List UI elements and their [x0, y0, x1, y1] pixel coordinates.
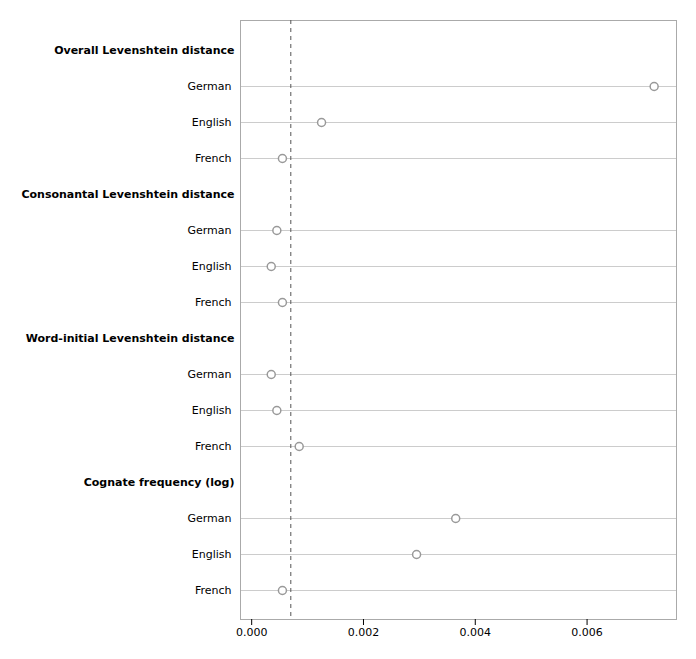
svg-text:Overall Levenshtein distance: Overall Levenshtein distance	[54, 44, 234, 57]
svg-text:German: German	[187, 224, 231, 237]
svg-text:Consonantal Levenshtein distan: Consonantal Levenshtein distance	[21, 188, 234, 201]
svg-text:English: English	[192, 548, 232, 561]
svg-text:0.002: 0.002	[348, 626, 380, 639]
svg-text:Word-initial Levenshtein dista: Word-initial Levenshtein distance	[26, 332, 235, 345]
svg-text:German: German	[187, 512, 231, 525]
svg-text:Cognate frequency (log): Cognate frequency (log)	[84, 476, 235, 489]
svg-text:English: English	[192, 404, 232, 417]
svg-text:French: French	[195, 584, 232, 597]
svg-text:English: English	[192, 260, 232, 273]
svg-text:French: French	[195, 296, 232, 309]
svg-text:0.004: 0.004	[460, 626, 492, 639]
svg-text:0.000: 0.000	[236, 626, 268, 639]
svg-text:English: English	[192, 116, 232, 129]
svg-text:0.006: 0.006	[571, 626, 603, 639]
svg-text:French: French	[195, 440, 232, 453]
svg-text:French: French	[195, 152, 232, 165]
svg-text:German: German	[187, 80, 231, 93]
svg-text:German: German	[187, 368, 231, 381]
